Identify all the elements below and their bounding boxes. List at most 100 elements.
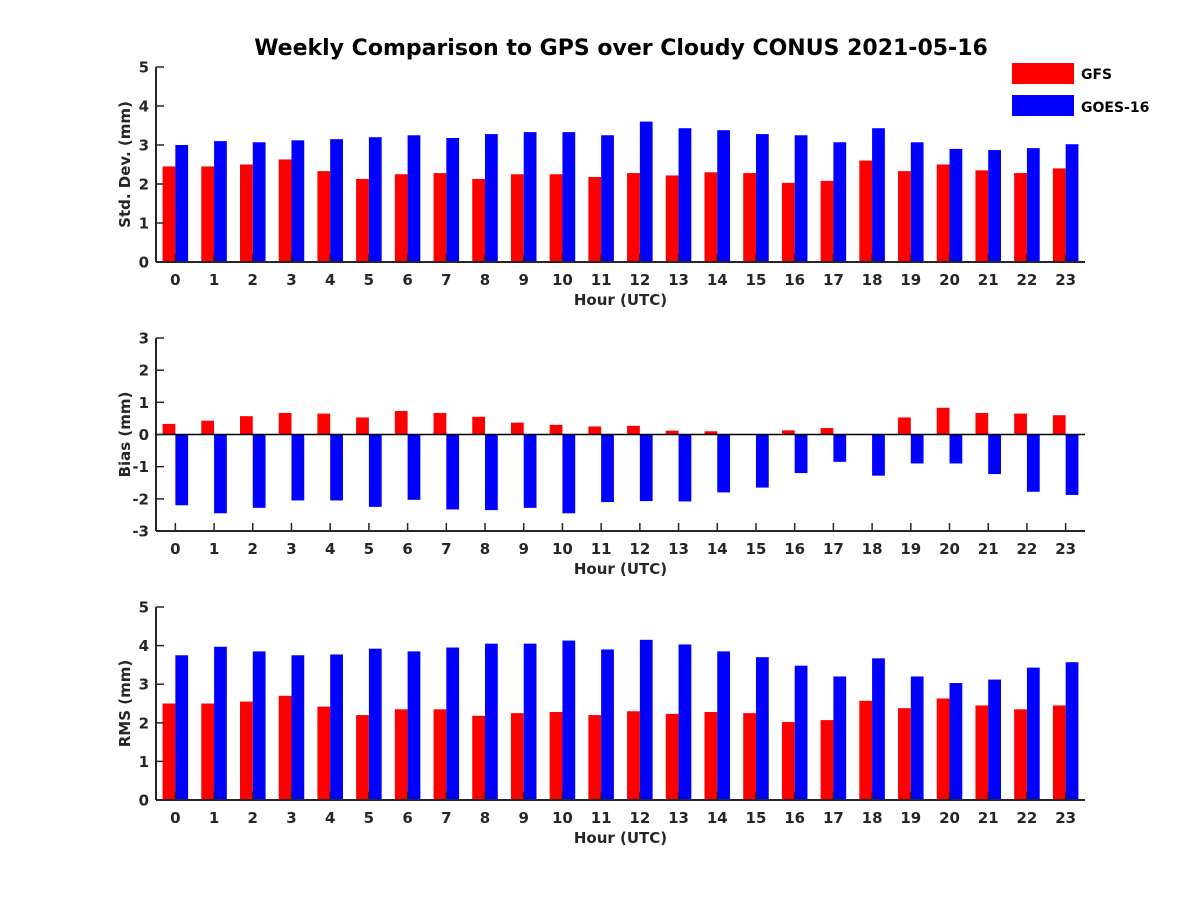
std-dev-x-tick-label: 2: [248, 271, 258, 289]
std-dev-bar-goes16-13: [678, 128, 692, 262]
rms-bar-goes16-20: [949, 683, 963, 800]
std-dev-bar-gfs-18: [859, 160, 873, 262]
bias-bar-gfs-14: [704, 431, 718, 435]
rms-bar-gfs-11: [588, 715, 602, 800]
rms-bar-goes16-23: [1065, 662, 1079, 800]
bias-bar-gfs-23: [1052, 415, 1066, 435]
bias-x-tick-label: 16: [784, 540, 805, 558]
bias-bar-goes16-18: [872, 434, 885, 476]
rms-bar-gfs-19: [898, 708, 911, 800]
std-dev-bar-goes16-10: [562, 132, 576, 262]
std-dev-bar-goes16-11: [601, 135, 614, 262]
std-dev-y-tick-label: 4: [139, 98, 149, 116]
legend-label-gfs: GFS: [1081, 67, 1112, 83]
std-dev-bar-gfs-5: [356, 178, 369, 262]
bias-bar-goes16-15: [755, 434, 769, 488]
bias-x-tick-label: 22: [1017, 540, 1038, 558]
rms-bar-goes16-15: [755, 657, 769, 800]
rms-bar-goes16-2: [252, 651, 266, 800]
rms-bar-gfs-17: [820, 720, 834, 800]
rms-x-tick-label: 15: [746, 809, 767, 827]
std-dev-x-tick-label: 15: [746, 271, 767, 289]
bias-x-tick-label: 5: [364, 540, 374, 558]
bias-bar-goes16-20: [949, 434, 963, 464]
std-dev-bar-gfs-10: [549, 174, 563, 262]
bias-bar-goes16-14: [717, 434, 731, 493]
std-dev-y-tick-label: 3: [139, 137, 149, 155]
std-dev-bar-gfs-1: [201, 166, 215, 262]
std-dev-x-tick-label: 7: [441, 271, 451, 289]
rms-x-tick-label: 22: [1017, 809, 1038, 827]
rms-bar-goes16-6: [407, 651, 421, 800]
std-dev-bar-goes16-9: [523, 132, 537, 262]
std-dev-x-tick-label: 23: [1055, 271, 1076, 289]
bias-bar-gfs-13: [665, 430, 679, 435]
std-dev-bar-gfs-15: [743, 173, 756, 262]
rms-bar-goes16-17: [833, 676, 847, 800]
rms-bar-goes16-5: [368, 648, 382, 800]
rms-x-tick-label: 21: [978, 809, 999, 827]
std-dev-bar-gfs-12: [627, 173, 640, 262]
std-dev-x-tick-label: 17: [823, 271, 844, 289]
std-dev-bar-gfs-22: [1014, 173, 1027, 262]
rms-x-tick-label: 6: [402, 809, 412, 827]
rms-y-tick-label: 1: [139, 753, 149, 771]
rms-y-tick-label: 3: [139, 676, 149, 694]
std-dev-x-tick-label: 12: [629, 271, 650, 289]
std-dev-x-tick-label: 10: [552, 271, 573, 289]
bias-x-tick-label: 0: [170, 540, 180, 558]
rms-x-tick-label: 9: [519, 809, 529, 827]
rms-y-tick-label: 2: [139, 714, 149, 732]
rms-bar-gfs-9: [510, 713, 524, 800]
bias-bar-gfs-17: [820, 428, 834, 435]
std-dev-x-tick-label: 20: [939, 271, 960, 289]
std-dev-y-tick-label: 1: [139, 215, 149, 233]
rms-bar-goes16-21: [988, 679, 1001, 800]
bias-bar-goes16-1: [214, 434, 227, 514]
bias-bar-gfs-3: [278, 412, 292, 435]
std-dev-bar-goes16-7: [446, 137, 460, 262]
rms-bar-goes16-19: [910, 676, 924, 800]
std-dev-bar-gfs-6: [394, 174, 408, 262]
legend-swatch-goes16: [1012, 95, 1074, 116]
bias-bar-goes16-5: [368, 434, 382, 507]
rms-bar-gfs-13: [665, 713, 679, 800]
std-dev-x-axis-label: Hour (UTC): [574, 291, 667, 309]
bias-x-tick-label: 11: [591, 540, 612, 558]
rms-bar-gfs-0: [162, 703, 176, 800]
std-dev-bar-gfs-3: [278, 159, 292, 262]
std-dev-bar-goes16-21: [988, 150, 1001, 262]
bias-x-tick-label: 8: [480, 540, 490, 558]
bias-x-tick-label: 6: [402, 540, 412, 558]
rms-bar-gfs-7: [433, 709, 447, 800]
rms-x-tick-label: 7: [441, 809, 451, 827]
std-dev-x-tick-label: 11: [591, 271, 612, 289]
rms-bar-goes16-7: [446, 647, 460, 800]
rms-x-tick-label: 5: [364, 809, 374, 827]
bias-bar-gfs-22: [1014, 413, 1027, 435]
rms-x-tick-label: 11: [591, 809, 612, 827]
rms-x-axis-label: Hour (UTC): [574, 829, 667, 847]
std-dev-x-tick-label: 19: [900, 271, 921, 289]
std-dev-bar-goes16-8: [485, 134, 498, 262]
std-dev-bar-gfs-2: [240, 164, 253, 262]
std-dev-y-tick-label: 5: [139, 59, 149, 77]
bias-bar-goes16-17: [833, 434, 847, 462]
std-dev-bar-goes16-1: [214, 141, 227, 262]
rms-bar-gfs-20: [936, 698, 950, 800]
std-dev-bar-goes16-6: [407, 135, 421, 262]
legend-label-goes16: GOES-16: [1081, 100, 1149, 116]
rms-bar-gfs-1: [201, 703, 215, 800]
rms-y-tick-label: 0: [139, 792, 149, 810]
bias-bar-gfs-19: [898, 417, 911, 435]
std-dev-bar-goes16-22: [1026, 148, 1040, 262]
bias-bar-gfs-0: [162, 423, 176, 435]
bias-bar-goes16-16: [794, 434, 808, 474]
std-dev-bar-gfs-4: [317, 171, 331, 262]
std-dev-bar-gfs-7: [433, 173, 447, 262]
bias-bar-goes16-7: [446, 434, 460, 510]
bias-x-tick-label: 13: [668, 540, 689, 558]
std-dev-bar-gfs-19: [898, 171, 911, 262]
